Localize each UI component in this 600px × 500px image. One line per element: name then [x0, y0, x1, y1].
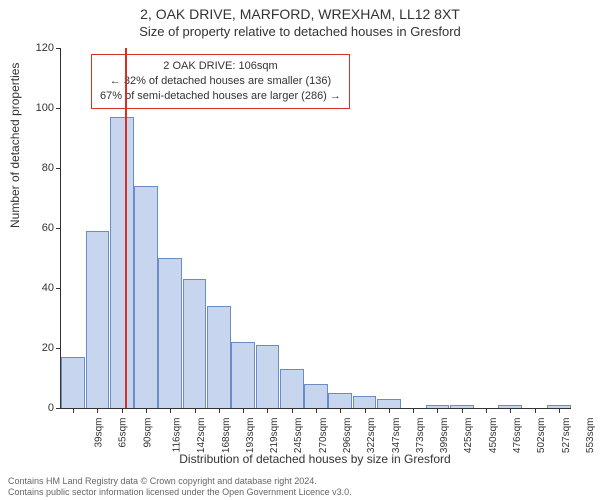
histogram-bar	[231, 342, 255, 408]
y-tick-label: 0	[14, 402, 54, 414]
annotation-line2: ← 32% of detached houses are smaller (13…	[100, 74, 341, 89]
x-tick-mark	[559, 408, 560, 413]
x-tick-mark	[122, 408, 123, 413]
x-tick-label: 168sqm	[221, 418, 232, 454]
x-tick-mark	[535, 408, 536, 413]
histogram-bar	[304, 384, 328, 408]
histogram-bar	[280, 369, 304, 408]
y-tick-mark	[56, 288, 61, 289]
x-axis-label: Distribution of detached houses by size …	[60, 452, 570, 466]
x-tick-label: 142sqm	[196, 418, 207, 454]
x-tick-label: 219sqm	[269, 418, 280, 454]
x-tick-mark	[195, 408, 196, 413]
y-tick-mark	[56, 228, 61, 229]
x-tick-label: 296sqm	[342, 418, 353, 454]
y-tick-mark	[56, 168, 61, 169]
histogram-bar	[183, 279, 207, 408]
y-tick-label: 40	[14, 282, 54, 294]
x-tick-mark	[219, 408, 220, 413]
x-tick-mark	[316, 408, 317, 413]
x-tick-mark	[97, 408, 98, 413]
y-tick-label: 20	[14, 342, 54, 354]
x-tick-label: 425sqm	[464, 418, 475, 454]
annotation-box: 2 OAK DRIVE: 106sqm ← 32% of detached ho…	[91, 54, 350, 109]
histogram-bar	[134, 186, 158, 408]
chart-title-main: 2, OAK DRIVE, MARFORD, WREXHAM, LL12 8XT	[0, 6, 600, 22]
x-tick-mark	[267, 408, 268, 413]
histogram-bar	[207, 306, 231, 408]
x-tick-label: 399sqm	[439, 418, 450, 454]
y-tick-mark	[56, 348, 61, 349]
x-tick-mark	[170, 408, 171, 413]
x-tick-mark	[243, 408, 244, 413]
y-tick-mark	[56, 408, 61, 409]
histogram-bar	[158, 258, 182, 408]
x-tick-label: 193sqm	[245, 418, 256, 454]
plot-area: 2 OAK DRIVE: 106sqm ← 32% of detached ho…	[60, 48, 571, 409]
x-tick-mark	[510, 408, 511, 413]
y-tick-label: 120	[14, 42, 54, 54]
x-tick-mark	[486, 408, 487, 413]
y-axis-label: Number of detached properties	[8, 63, 22, 228]
x-tick-label: 373sqm	[415, 418, 426, 454]
chart-container: 2, OAK DRIVE, MARFORD, WREXHAM, LL12 8XT…	[0, 0, 600, 500]
x-tick-label: 553sqm	[585, 418, 596, 454]
x-tick-label: 347sqm	[391, 418, 402, 454]
x-tick-label: 270sqm	[318, 418, 329, 454]
x-tick-label: 450sqm	[488, 418, 499, 454]
x-tick-label: 39sqm	[94, 418, 105, 448]
annotation-line3: 67% of semi-detached houses are larger (…	[100, 89, 341, 104]
x-tick-label: 502sqm	[536, 418, 547, 454]
histogram-bar	[86, 231, 110, 408]
x-tick-label: 527sqm	[561, 418, 572, 454]
x-tick-label: 476sqm	[512, 418, 523, 454]
y-tick-label: 60	[14, 222, 54, 234]
property-marker-line	[125, 48, 127, 408]
x-tick-label: 245sqm	[294, 418, 305, 454]
y-tick-label: 80	[14, 162, 54, 174]
x-tick-mark	[462, 408, 463, 413]
x-tick-label: 90sqm	[142, 418, 153, 448]
histogram-bar	[353, 396, 377, 408]
x-tick-label: 322sqm	[366, 418, 377, 454]
x-tick-label: 116sqm	[171, 418, 182, 453]
x-tick-mark	[292, 408, 293, 413]
footer-line2: Contains public sector information licen…	[8, 487, 352, 498]
x-tick-mark	[389, 408, 390, 413]
histogram-bar	[256, 345, 280, 408]
x-tick-mark	[146, 408, 147, 413]
footer-attribution: Contains HM Land Registry data © Crown c…	[8, 476, 352, 498]
x-tick-mark	[413, 408, 414, 413]
x-tick-mark	[437, 408, 438, 413]
y-tick-label: 100	[14, 102, 54, 114]
histogram-bar	[377, 399, 401, 408]
x-tick-label: 65sqm	[118, 418, 129, 448]
footer-line1: Contains HM Land Registry data © Crown c…	[8, 476, 352, 487]
histogram-bar	[110, 117, 134, 408]
histogram-bar	[328, 393, 352, 408]
x-tick-mark	[340, 408, 341, 413]
histogram-bar	[61, 357, 85, 408]
y-tick-mark	[56, 48, 61, 49]
y-tick-mark	[56, 108, 61, 109]
x-tick-mark	[73, 408, 74, 413]
x-tick-mark	[365, 408, 366, 413]
annotation-line1: 2 OAK DRIVE: 106sqm	[100, 59, 341, 74]
chart-title-sub: Size of property relative to detached ho…	[0, 24, 600, 39]
